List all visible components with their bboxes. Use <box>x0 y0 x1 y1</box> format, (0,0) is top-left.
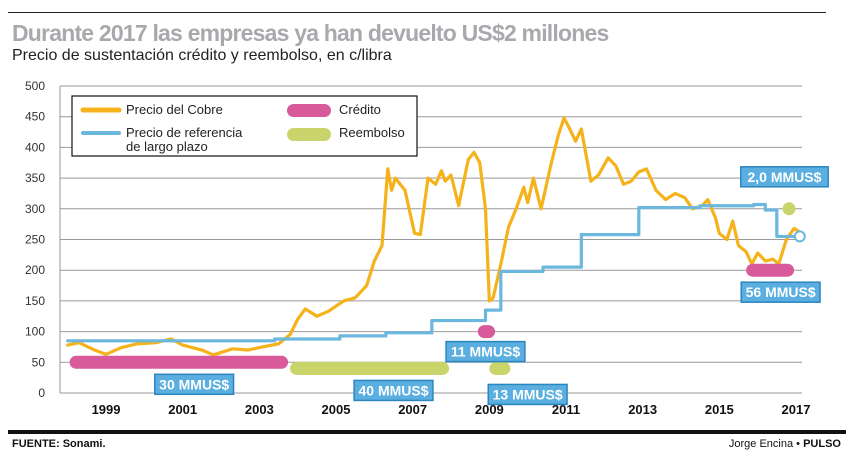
bar-credit <box>746 263 795 277</box>
amount-label-box <box>445 340 526 363</box>
y-tick-label: 250 <box>25 233 45 247</box>
y-tick-label: 350 <box>25 171 45 185</box>
chart-subtitle: Precio de sustentación crédito y reembol… <box>12 47 392 64</box>
chart-title: Durante 2017 las empresas ya han devuelt… <box>12 20 609 46</box>
bar-refund <box>782 202 796 216</box>
bar-credit <box>69 355 289 369</box>
y-tick-label: 500 <box>25 79 45 93</box>
amount-label: 13 MMUS$ <box>493 386 563 402</box>
x-tick-label: 2009 <box>475 402 504 417</box>
legend-box <box>71 95 418 157</box>
chart-svg: 0 50 100 150 200 250 300 350 400 450 500 1999 2001 2… <box>25 79 829 417</box>
amount-labels: 30 MMUS$ 40 MMUS$ 11 MMUS$ 13 MMUS$ 56 MMUS$… <box>154 166 829 406</box>
amount-label-box <box>740 166 829 188</box>
amount-label: 56 MMUS$ <box>746 284 816 300</box>
legend: Precio del Cobre Precio de referencia de… <box>71 95 418 157</box>
amount-label-box <box>353 379 434 402</box>
series-line-copper <box>66 116 802 357</box>
outlet: PULSO <box>803 438 841 450</box>
bar-refund <box>489 361 511 375</box>
legend-swatch-refund <box>287 128 331 141</box>
amount-label: 30 MMUS$ <box>159 376 229 392</box>
x-tick-label: 2001 <box>168 402 197 417</box>
y-axis-ticks: 0 50 100 150 200 250 300 350 400 450 500 <box>25 79 45 400</box>
y-tick-label: 0 <box>38 386 45 400</box>
legend-label-reference-2: de largo plazo <box>126 139 208 154</box>
legend-swatch-credit <box>287 104 331 117</box>
source-note: FUENTE: Sonami. <box>12 438 106 450</box>
legend-label-credit: Crédito <box>339 102 381 117</box>
x-tick-label: 1999 <box>92 402 121 417</box>
amount-label: 2,0 MMUS$ <box>748 169 822 185</box>
amount-label-box <box>487 383 568 406</box>
x-tick-label: 2003 <box>245 402 274 417</box>
author: Jorge Encina <box>728 438 794 450</box>
y-tick-label: 450 <box>25 110 45 124</box>
series-end-marker <box>793 230 806 243</box>
y-tick-label: 300 <box>25 202 45 216</box>
amount-label: 40 MMUS$ <box>358 382 428 398</box>
y-tick-label: 150 <box>25 294 45 308</box>
bottom-rule <box>8 430 846 434</box>
bar-credit <box>477 325 496 339</box>
legend-label-refund: Reembolso <box>339 125 405 140</box>
x-tick-label: 2017 <box>782 402 811 417</box>
legend-label-copper: Precio del Cobre <box>126 102 223 117</box>
x-tick-label: 2015 <box>705 402 734 417</box>
x-tick-label: 2005 <box>322 402 351 417</box>
separator: • <box>796 438 801 450</box>
x-tick-label: 2007 <box>398 402 427 417</box>
series-lines <box>66 116 806 357</box>
series-line-reference <box>66 202 802 343</box>
credit-line: Jorge Encina • PULSO <box>729 438 841 450</box>
x-axis-ticks: 1999 2001 2003 2005 2007 2009 2011 2013 2015 2017 <box>92 402 811 417</box>
credit-refund-bars <box>69 202 796 375</box>
y-tick-label: 200 <box>25 263 45 277</box>
amount-label: 11 MMUS$ <box>451 344 520 360</box>
legend-label-reference-1: Precio de referencia <box>126 125 243 140</box>
top-rule <box>8 12 826 13</box>
bar-refund <box>290 361 450 375</box>
y-tick-label: 100 <box>25 325 45 339</box>
y-tick-label: 400 <box>25 140 45 154</box>
amount-label-box <box>154 373 235 396</box>
x-tick-label: 2013 <box>628 402 657 417</box>
y-tick-label: 50 <box>32 355 46 369</box>
amount-label-box <box>740 281 821 303</box>
x-tick-label: 2011 <box>552 402 580 417</box>
